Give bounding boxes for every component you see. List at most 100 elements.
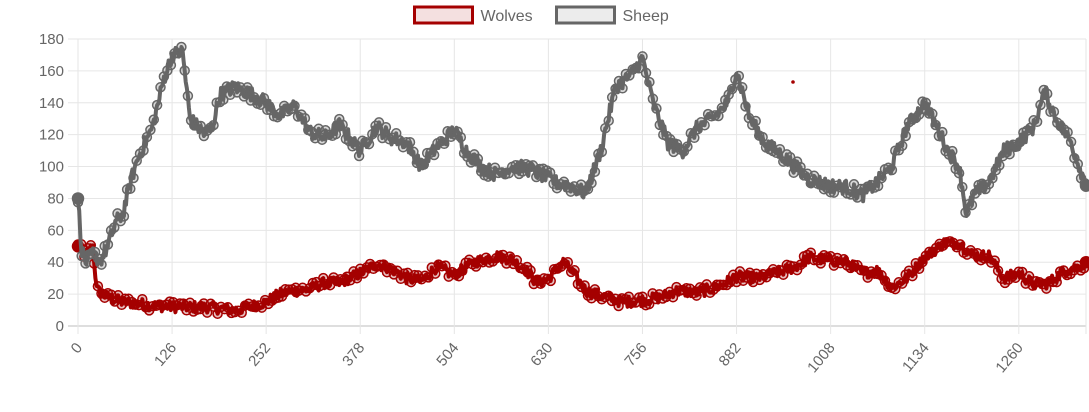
data-point — [788, 167, 799, 178]
data-point — [428, 149, 440, 161]
data-point — [757, 131, 768, 143]
data-point — [125, 183, 136, 194]
data-point — [778, 269, 789, 280]
data-point — [418, 159, 430, 170]
data-point — [162, 65, 173, 76]
data-point — [733, 70, 745, 82]
data-point — [299, 112, 311, 124]
data-point — [579, 280, 590, 291]
data-point — [596, 146, 608, 158]
data-point — [145, 124, 156, 136]
series-sheep — [71, 41, 1089, 270]
data-point — [848, 259, 860, 271]
x-tick-label: 504 — [433, 340, 462, 370]
data-point — [330, 128, 342, 140]
y-tick-label: 160 — [39, 63, 64, 80]
data-point — [201, 307, 213, 318]
data-point — [148, 114, 160, 125]
data-point — [923, 108, 935, 119]
data-point — [920, 97, 932, 109]
data-point — [643, 298, 655, 310]
data-point — [1013, 266, 1025, 277]
data-point — [791, 264, 803, 276]
data-point — [353, 150, 365, 162]
data-point — [671, 138, 683, 150]
data-point — [969, 188, 981, 199]
data-point — [71, 192, 85, 205]
data-point — [569, 265, 580, 276]
data-point — [1079, 255, 1089, 269]
data-point — [966, 199, 978, 211]
y-tick-label: 20 — [47, 286, 64, 303]
data-point — [316, 134, 328, 145]
data-point — [617, 83, 628, 94]
data-point — [334, 113, 345, 125]
data-point — [545, 275, 556, 287]
data-point — [994, 160, 1005, 171]
data-point — [795, 259, 806, 271]
data-point — [1072, 158, 1084, 170]
data-point — [1065, 136, 1077, 148]
data-point — [664, 286, 675, 298]
x-tick-label: 630 — [527, 340, 556, 370]
data-point — [723, 89, 734, 100]
data-point — [825, 186, 836, 198]
data-point — [1048, 276, 1059, 288]
grid — [68, 38, 1087, 334]
data-point — [890, 145, 901, 156]
data-point — [644, 76, 655, 88]
data-point — [1048, 106, 1060, 117]
data-point — [907, 270, 918, 282]
data-point — [489, 162, 501, 173]
data-point — [876, 270, 887, 281]
data-point — [218, 94, 229, 105]
data-point — [472, 153, 484, 165]
data-point — [169, 48, 180, 59]
data-point — [1041, 88, 1053, 99]
data-point — [647, 93, 659, 105]
data-point — [640, 67, 652, 79]
data-point — [989, 255, 1000, 266]
data-point — [603, 115, 614, 126]
data-point — [374, 259, 386, 271]
data-point — [96, 259, 107, 270]
data-point — [395, 273, 407, 285]
data-point — [151, 99, 163, 111]
x-tick-label: 252 — [245, 340, 274, 370]
data-point — [109, 222, 120, 233]
x-tick-label: 0 — [68, 340, 86, 357]
data-point — [80, 258, 91, 269]
data-point — [430, 268, 441, 279]
series-line — [76, 45, 1088, 267]
y-tick-label: 140 — [39, 95, 64, 112]
data-point — [155, 82, 166, 93]
data-point — [896, 140, 908, 152]
legend: Wolves Sheep — [413, 5, 669, 25]
data-point — [903, 265, 915, 276]
data-point — [957, 181, 968, 193]
data-point — [654, 119, 666, 131]
data-point — [182, 90, 194, 102]
legend-item-wolves[interactable]: Wolves — [413, 5, 533, 25]
data-point — [1031, 116, 1043, 128]
data-point — [208, 119, 219, 131]
data-point — [192, 120, 203, 131]
data-point — [102, 239, 114, 250]
y-tick-label: 60 — [47, 222, 64, 239]
data-point — [651, 103, 662, 114]
y-tick-label: 180 — [39, 31, 64, 48]
data-point — [720, 94, 731, 106]
data-point — [440, 260, 451, 271]
y-tick-label: 0 — [56, 318, 64, 335]
data-point — [404, 136, 416, 148]
data-point — [637, 291, 648, 302]
data-point — [176, 41, 187, 53]
y-tick-label: 40 — [47, 254, 64, 271]
legend-swatch — [413, 5, 474, 25]
data-point — [953, 167, 965, 179]
legend-item-sheep[interactable]: Sheep — [555, 5, 669, 25]
y-tick-label: 100 — [39, 159, 64, 176]
data-point — [453, 270, 465, 282]
x-tick-label: 882 — [716, 340, 745, 370]
data-point — [726, 83, 738, 95]
